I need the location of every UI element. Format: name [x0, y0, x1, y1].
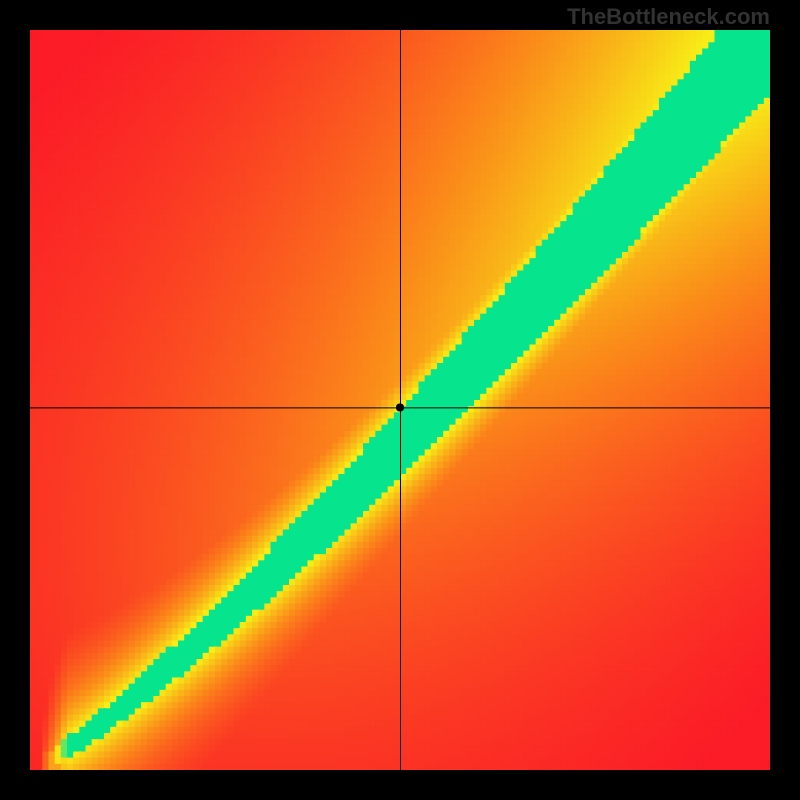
watermark-text: TheBottleneck.com: [567, 4, 770, 30]
heatmap-canvas: [30, 30, 770, 770]
plot-area: [30, 30, 770, 770]
chart-container: TheBottleneck.com: [0, 0, 800, 800]
